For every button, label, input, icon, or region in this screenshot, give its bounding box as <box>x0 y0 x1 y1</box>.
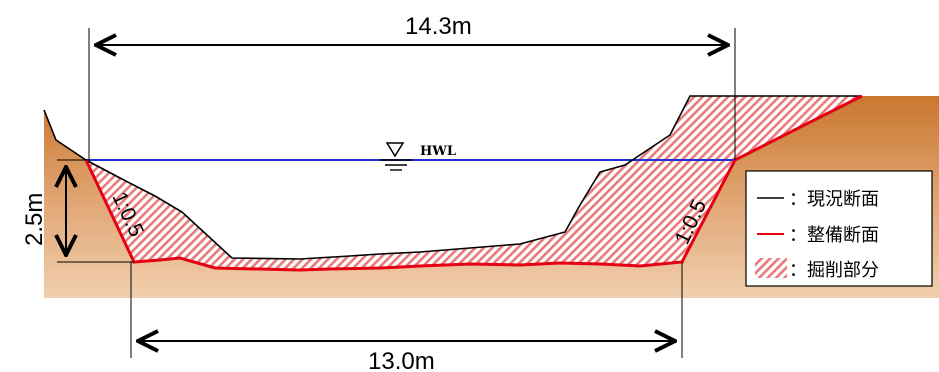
water-level-symbol-icon <box>380 142 412 171</box>
legend-existing-label: ：現況断面 <box>789 189 879 210</box>
legend-excavation-swatch <box>755 258 787 278</box>
excavation-area <box>86 96 862 270</box>
depth-label: 2.5m <box>21 193 48 246</box>
legend-excavation-label: ：掘削部分 <box>789 260 879 281</box>
water-level-label: HWL <box>420 144 456 159</box>
legend: ：現況断面 ：整備断面 ：掘削部分 <box>745 170 933 287</box>
legend-planned-label: ：整備断面 <box>789 225 879 246</box>
ground-body <box>44 96 939 298</box>
planned-section-line <box>84 94 863 272</box>
existing-section-line <box>43 95 862 260</box>
top-width-label: 14.3m <box>405 13 472 40</box>
bottom-width-label: 13.0m <box>368 348 435 372</box>
